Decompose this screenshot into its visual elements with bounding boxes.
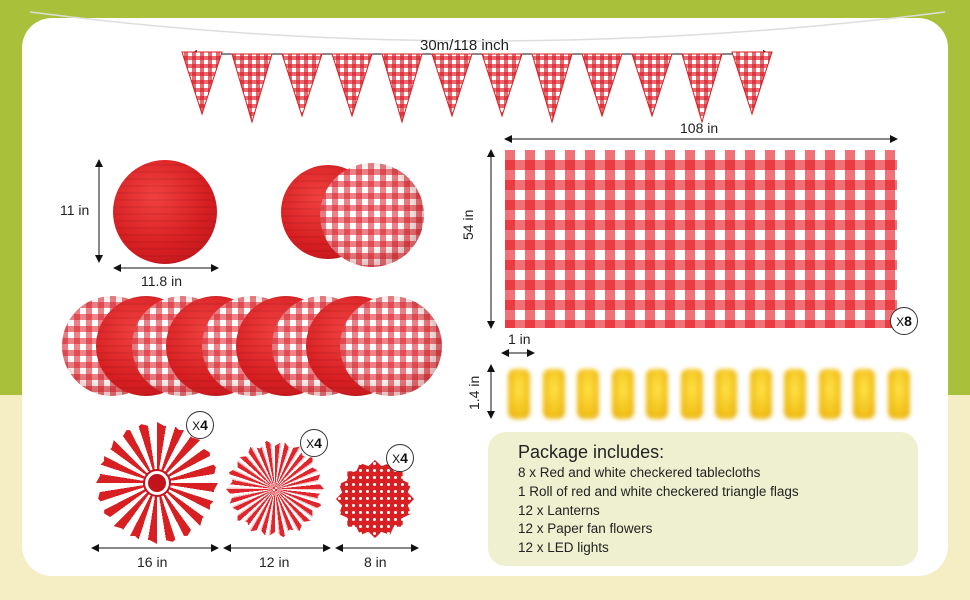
led-light xyxy=(784,369,806,419)
triangle-flag xyxy=(231,53,273,124)
led-light xyxy=(680,369,703,419)
package-item: 1 Roll of red and white checkered triang… xyxy=(518,484,799,499)
package-item: 8 x Red and white checkered tablecloths xyxy=(518,465,761,480)
red-lantern xyxy=(113,160,217,264)
led-height-label: 1.4 in xyxy=(466,375,482,410)
fan-medium-quantity-badge: X4 xyxy=(300,429,328,457)
triangle-flag xyxy=(631,53,673,118)
triangle-flag xyxy=(681,53,723,124)
checkered-lantern xyxy=(320,163,424,267)
tablecloth-quantity-badge: X8 xyxy=(890,307,918,335)
led-light xyxy=(749,369,772,419)
paper-fan-large xyxy=(96,422,218,544)
lantern-width-label: 11.8 in xyxy=(141,273,182,289)
package-item: 12 x LED lights xyxy=(518,540,609,555)
triangle-flag xyxy=(481,53,523,118)
fan-large-quantity-badge: X4 xyxy=(186,411,214,439)
package-item: 12 x Lanterns xyxy=(518,503,600,518)
triangle-flag xyxy=(531,53,573,124)
tablecloth-height-label: 54 in xyxy=(460,209,476,240)
checkered-lantern xyxy=(340,296,442,396)
led-light xyxy=(715,369,737,419)
package-item: 12 x Paper fan flowers xyxy=(518,521,653,536)
led-light xyxy=(611,369,634,419)
triangle-flag xyxy=(331,53,373,118)
fan-large-size-label: 16 in xyxy=(137,554,168,570)
triangle-flag xyxy=(431,53,473,118)
led-light xyxy=(818,369,841,419)
led-light xyxy=(577,369,599,419)
led-light xyxy=(853,369,875,419)
triangle-flag xyxy=(381,53,423,124)
triangle-flag xyxy=(281,53,323,118)
banner-length-label: 30m/118 inch xyxy=(420,37,509,54)
checkered-tablecloth xyxy=(505,150,897,328)
lantern-height-label: 11 in xyxy=(60,202,90,218)
led-light xyxy=(542,369,565,419)
led-light xyxy=(887,369,910,419)
triangle-flag xyxy=(181,51,223,116)
package-title: Package includes: xyxy=(518,442,665,462)
fan-medium-size-label: 12 in xyxy=(259,554,290,570)
led-width-label: 1 in xyxy=(508,331,531,347)
fan-small-size-label: 8 in xyxy=(364,554,387,570)
led-light xyxy=(508,369,530,419)
triangle-flag xyxy=(581,53,623,118)
fan-hub xyxy=(145,471,169,495)
paper-fan-medium xyxy=(226,440,324,538)
package-includes-box: Package includes: 8 x Red and white chec… xyxy=(488,432,918,566)
fan-small-quantity-badge: X4 xyxy=(386,444,414,472)
led-light xyxy=(646,369,668,419)
triangle-flags xyxy=(181,51,773,124)
tablecloth-width-label: 108 in xyxy=(680,120,719,136)
paper-fan-small xyxy=(336,460,414,538)
triangle-flag xyxy=(731,51,773,116)
